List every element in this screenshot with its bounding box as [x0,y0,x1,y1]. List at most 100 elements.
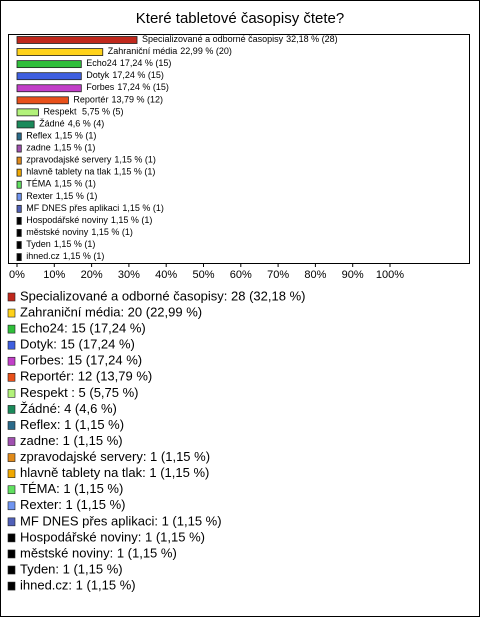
value-label: 1,15 % (1) [114,167,156,177]
value-label: 17,24 % (15) [117,83,169,93]
legend-swatch [7,581,16,591]
category-label: Forbes [86,83,115,93]
bar-label: ihned.cz 1,15 % (1) [26,251,104,261]
legend-swatch [7,549,16,559]
value-label: 1,15 % (1) [54,143,96,153]
legend-label: Rexter: 1 (1,15 %) [20,497,126,512]
x-tick-label: 70% [267,269,289,281]
x-tick-label: 40% [155,269,177,281]
bar [16,132,22,141]
x-tick-label: 0% [9,269,25,281]
legend-swatch [7,292,16,302]
legend-swatch [7,501,16,511]
category-label: MF DNES přes aplikaci [26,203,119,213]
category-label: Zahraniční média [108,46,178,56]
bar-label: městské noviny 1,15 % (1) [26,227,133,237]
category-label: Žádné [39,119,65,129]
legend-label: Zahraniční média: 20 (22,99 %) [20,304,202,319]
bar-label: Dotyk 17,24 % (15) [86,71,164,81]
category-label: zadne [26,143,51,153]
category-label: hlavně tablety na tlak [26,167,111,177]
category-label: městské noviny [26,227,89,237]
legend-swatch [7,565,16,575]
bar-label: zpravodajské servery 1,15 % (1) [26,155,156,165]
legend-label: Specializované a odborné časopisy: 28 (3… [20,288,305,303]
legend-swatch [7,485,16,495]
value-label: 32,18 % (28) [286,34,338,44]
category-label: Specializované a odborné časopisy [142,34,284,44]
plot-frame [8,34,470,264]
bar [16,108,39,117]
bar [16,72,82,81]
value-label: 22,99 % (20) [180,46,232,56]
bar [16,229,22,237]
bar [16,60,82,69]
x-tick-label: 90% [342,269,364,281]
value-label: 4,6 % (4) [68,119,105,129]
bar [16,192,22,201]
legend-label: Forbes: 15 (17,24 %) [20,353,142,368]
bar [16,253,22,261]
bar [16,204,22,213]
legend-label: městské noviny: 1 (1,15 %) [20,545,177,560]
value-label: 1,15 % (1) [122,203,164,213]
x-tick-label: 20% [81,269,103,281]
value-label: 1,15 % (1) [63,251,105,261]
bar-label: zadne 1,15 % (1) [26,143,95,153]
legend-label: ihned.cz: 1 (1,15 %) [20,578,136,593]
bar-label: Specializované a odborné časopisy 32,18 %… [142,34,338,44]
legend-swatch [7,389,16,398]
bar-label: Respekt 5,75 % (5) [43,107,123,117]
value-label: 1,15 % (1) [114,155,156,165]
legend-label: hlavně tablety na tlak: 1 (1,15 %) [20,465,209,480]
legend-label: TÉMA: 1 (1,15 %) [20,481,123,496]
legend-label: Respekt : 5 (5,75 %) [20,385,139,400]
bar-label: Hospodářské noviny 1,15 % (1) [26,215,152,225]
category-label: Rexter [26,191,53,201]
x-tick-label: 30% [118,269,140,281]
legend-label: Echo24: 15 (17,24 %) [20,321,146,336]
category-label: zpravodajské servery [26,155,112,165]
legend-label: zadne: 1 (1,15 %) [20,433,123,448]
legend-swatch [7,340,16,350]
bar-label: Reflex 1,15 % (1) [26,131,96,141]
x-tick-label: 100% [376,269,404,281]
bar [16,120,35,129]
category-label: Echo24 [86,58,117,68]
legend-label: MF DNES přes aplikaci: 1 (1,15 %) [20,513,222,528]
legend-swatch [7,437,16,446]
bar [16,144,22,153]
value-label: 1,15 % (1) [111,215,153,225]
x-tick-label: 80% [304,269,326,281]
legend-swatch [7,453,16,462]
category-label: Reportér [73,95,108,105]
bar [16,241,22,249]
bar [16,48,104,56]
bar [16,36,138,44]
category-label: Hospodářské noviny [26,215,108,225]
legend-swatch [7,356,16,366]
category-label: Dotyk [86,71,110,81]
bar-label: MF DNES přes aplikaci 1,15 % (1) [26,203,164,213]
legend-swatch [7,405,16,414]
bar [16,216,22,225]
legend-label: Dotyk: 15 (17,24 %) [20,337,135,352]
bar [16,156,22,165]
legend-swatch [7,421,16,430]
legend-label: Reflex: 1 (1,15 %) [20,417,124,432]
value-label: 1,15 % (1) [54,239,96,249]
bar-label: Reportér 13,79 % (12) [73,95,163,105]
category-label: Reflex [26,131,52,141]
category-label: Tyden [26,239,51,249]
legend-swatch [7,469,16,478]
legend-swatch [7,517,16,527]
value-label: 1,15 % (1) [56,191,98,201]
chart-title: Které tabletové časopisy čtete? [136,10,344,27]
value-label: 5,75 % (5) [82,107,124,117]
x-tick-label: 50% [192,269,214,281]
value-label: 1,15 % (1) [55,131,97,141]
legend-label: Reportér: 12 (13,79 %) [20,369,152,384]
legend-swatch [7,372,16,382]
